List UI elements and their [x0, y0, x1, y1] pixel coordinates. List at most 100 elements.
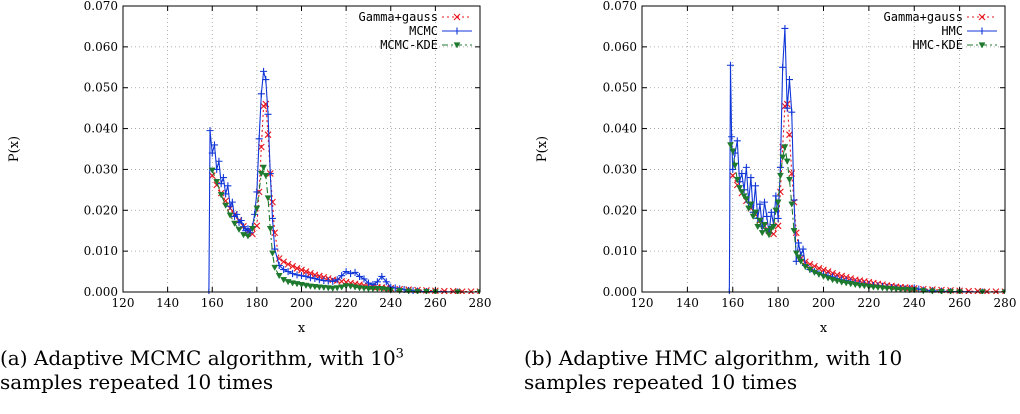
y-tick-label: 0.030 — [84, 162, 118, 176]
x-tick-label: 280 — [469, 296, 492, 310]
y-tick-label: 0.070 — [603, 0, 637, 13]
data-point — [215, 157, 223, 165]
data-point — [742, 163, 750, 171]
data-point — [897, 286, 905, 294]
data-point — [333, 285, 341, 292]
data-point — [237, 217, 245, 224]
legend-swatch-marker — [453, 27, 461, 35]
data-point — [280, 266, 288, 274]
data-point — [824, 268, 832, 275]
data-point — [206, 127, 214, 135]
data-point — [824, 275, 832, 282]
data-point — [756, 217, 764, 225]
series-line — [729, 144, 1005, 293]
data-point — [289, 262, 296, 270]
y-tick-label: 0.020 — [603, 203, 637, 217]
caption-a-line-2: samples repeated 10 times — [0, 370, 274, 394]
data-point — [271, 229, 279, 237]
data-point — [749, 213, 757, 220]
data-point — [262, 172, 270, 180]
x-tick-label: 140 — [156, 296, 179, 310]
caption-a-superscript: 3 — [395, 346, 404, 362]
data-point — [774, 222, 782, 230]
data-point — [356, 272, 364, 280]
data-point — [752, 209, 759, 216]
x-tick-label: 160 — [721, 296, 744, 310]
data-point — [364, 279, 372, 287]
data-point — [770, 223, 778, 231]
data-point — [356, 285, 363, 292]
data-point — [799, 245, 807, 253]
x-tick-label: 180 — [245, 296, 268, 310]
data-point — [306, 274, 314, 282]
data-point — [440, 287, 448, 294]
data-point — [365, 286, 372, 293]
data-point — [965, 287, 973, 294]
legend-label: HMC — [941, 24, 963, 38]
data-point — [838, 279, 846, 286]
data-point — [307, 269, 314, 277]
data-point — [795, 254, 802, 261]
y-tick-label: 0.000 — [84, 285, 118, 299]
caption-a-text-1: (a) Adaptive MCMC algorithm, with 10 — [0, 346, 396, 370]
data-point — [736, 185, 743, 192]
data-point — [333, 276, 341, 284]
data-point — [262, 76, 270, 84]
data-point — [226, 202, 234, 210]
data-point — [373, 286, 381, 293]
data-point — [405, 288, 413, 294]
data-point — [756, 200, 764, 208]
data-point — [883, 285, 891, 292]
data-point — [792, 250, 800, 257]
data-point — [763, 212, 771, 220]
data-point — [275, 273, 283, 280]
data-point — [320, 284, 328, 292]
data-point — [786, 176, 793, 184]
data-point — [264, 110, 272, 118]
data-point — [347, 270, 355, 278]
data-point — [271, 264, 279, 272]
data-point — [293, 264, 301, 272]
data-point — [774, 199, 782, 206]
x-axis-title: x — [298, 321, 306, 336]
data-point — [257, 90, 265, 98]
legend-swatch-marker — [453, 13, 461, 21]
x-axis-title: x — [820, 321, 828, 336]
chart-b: 120 140 160 180 200 220 240 260 280 0.000 0.010 0.0… — [535, 0, 1017, 336]
data-point — [298, 272, 305, 280]
data-point — [210, 141, 218, 149]
data-point — [815, 271, 823, 278]
data-point — [342, 283, 350, 290]
caption-b-text-1: (b) Adaptive HMC algorithm, with 10 — [524, 346, 903, 370]
data-point — [974, 287, 982, 294]
legend-label: Gamma+gauss — [884, 10, 963, 24]
data-point — [253, 222, 261, 230]
data-point — [233, 210, 241, 218]
data-point — [219, 174, 227, 182]
data-point — [851, 281, 859, 289]
data-point — [767, 208, 775, 216]
y-tick-label: 0.020 — [84, 203, 118, 217]
y-tick-label: 0.010 — [84, 244, 118, 258]
data-point — [264, 131, 272, 139]
x-tick-label: 200 — [812, 296, 835, 310]
data-point — [792, 257, 800, 265]
data-point — [284, 268, 292, 276]
data-point — [268, 214, 276, 222]
data-point — [298, 266, 305, 274]
data-point — [842, 280, 850, 287]
data-point — [860, 283, 868, 290]
y-axis-title: P(x) — [7, 136, 22, 162]
x-tick-label: 280 — [994, 296, 1017, 310]
legend-swatch-marker — [978, 27, 986, 35]
data-point — [892, 286, 900, 293]
y-tick-label: 0.050 — [84, 81, 118, 95]
data-point — [785, 76, 793, 84]
data-point — [733, 137, 741, 145]
x-tick-label: 260 — [424, 296, 447, 310]
data-point — [360, 285, 368, 292]
data-point — [726, 61, 734, 69]
data-point — [797, 258, 805, 265]
x-tick-label: 140 — [676, 296, 699, 310]
y-tick-label: 0.070 — [84, 0, 118, 13]
